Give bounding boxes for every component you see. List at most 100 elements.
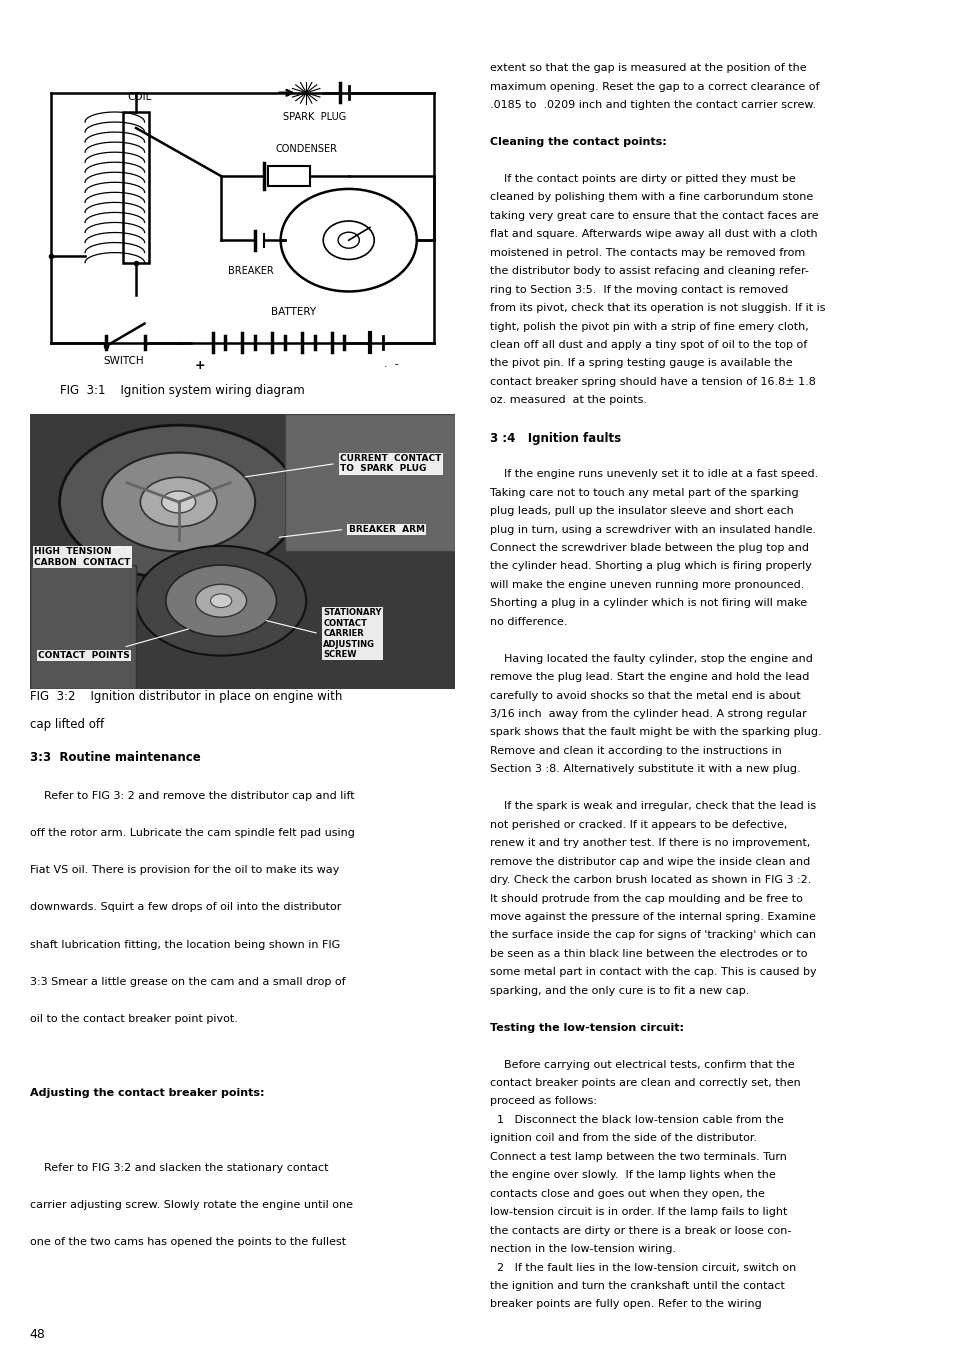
Text: BREAKER  ARM: BREAKER ARM [348, 526, 424, 534]
Text: moistened in petrol. The contacts may be removed from: moistened in petrol. The contacts may be… [490, 247, 804, 258]
Text: STATIONARY
CONTACT
CARRIER
ADJUSTING
SCREW: STATIONARY CONTACT CARRIER ADJUSTING SCR… [324, 608, 382, 659]
Bar [123, 111, 149, 262]
Text: the surface inside the cap for signs of 'tracking' which can: the surface inside the cap for signs of … [490, 930, 816, 941]
Text: nection in the low-tension wiring.: nection in the low-tension wiring. [490, 1244, 676, 1253]
Text: contact breaker spring should have a tension of 16.8± 1.8: contact breaker spring should have a ten… [490, 378, 815, 387]
Text: carrier adjusting screw. Slowly rotate the engine until one: carrier adjusting screw. Slowly rotate t… [30, 1200, 352, 1210]
Text: dry. Check the carbon brush located as shown in FIG 3 :2.: dry. Check the carbon brush located as s… [490, 875, 811, 885]
Text: proceed as follows:: proceed as follows: [490, 1096, 596, 1107]
Text: renew it and try another test. If there is no improvement,: renew it and try another test. If there … [490, 838, 810, 849]
Text: the ignition and turn the crankshaft until the contact: the ignition and turn the crankshaft unt… [490, 1281, 784, 1291]
Text: Before carrying out electrical tests, confirm that the: Before carrying out electrical tests, co… [490, 1059, 794, 1070]
Text: taking very great care to ensure that the contact faces are: taking very great care to ensure that th… [490, 210, 818, 221]
Bar [30, 565, 136, 689]
Text: Adjusting the contact breaker points:: Adjusting the contact breaker points: [30, 1088, 264, 1099]
Circle shape [60, 425, 298, 579]
Text: plug in turn, using a screwdriver with an insulated handle.: plug in turn, using a screwdriver with a… [490, 524, 816, 535]
Text: plug leads, pull up the insulator sleeve and short each: plug leads, pull up the insulator sleeve… [490, 507, 793, 516]
Text: the cylinder head. Shorting a plug which is firing properly: the cylinder head. Shorting a plug which… [490, 561, 811, 572]
Text: not perished or cracked. If it appears to be defective,: not perished or cracked. If it appears t… [490, 820, 787, 830]
Text: Testing the low-tension circuit:: Testing the low-tension circuit: [490, 1023, 684, 1032]
Text: HIGH  TENSION
CARBON  CONTACT: HIGH TENSION CARBON CONTACT [34, 547, 131, 566]
Text: SWITCH: SWITCH [103, 356, 144, 365]
Text: sparking, and the only cure is to fit a new cap.: sparking, and the only cure is to fit a … [490, 986, 749, 995]
Text: carefully to avoid shocks so that the metal end is about: carefully to avoid shocks so that the me… [490, 691, 801, 701]
Circle shape [210, 593, 231, 607]
Text: the pivot pin. If a spring testing gauge is available the: the pivot pin. If a spring testing gauge… [490, 359, 792, 368]
Text: from its pivot, check that its operation is not sluggish. If it is: from its pivot, check that its operation… [490, 303, 825, 314]
Text: remove the plug lead. Start the engine and hold the lead: remove the plug lead. Start the engine a… [490, 672, 809, 682]
Text: the distributor body to assist refacing and cleaning refer-: the distributor body to assist refacing … [490, 266, 808, 276]
Circle shape [196, 584, 247, 617]
Text: extent so that the gap is measured at the position of the: extent so that the gap is measured at th… [490, 64, 806, 73]
Text: be seen as a thin black line between the electrodes or to: be seen as a thin black line between the… [490, 949, 807, 959]
Text: oz. measured  at the points.: oz. measured at the points. [490, 395, 647, 406]
Text: 48: 48 [30, 1328, 46, 1340]
Text: Shorting a plug in a cylinder which is not firing will make: Shorting a plug in a cylinder which is n… [490, 599, 806, 608]
Circle shape [102, 452, 255, 551]
Text: breaker points are fully open. Refer to the wiring: breaker points are fully open. Refer to … [490, 1300, 761, 1309]
Text: CONDENSER: CONDENSER [276, 144, 337, 153]
Text: www.carmanualsonline.info: www.carmanualsonline.info [394, 1329, 566, 1339]
Text: move against the pressure of the internal spring. Examine: move against the pressure of the interna… [490, 913, 815, 922]
Text: COIL: COIL [128, 92, 152, 102]
Text: spark shows that the fault might be with the sparking plug.: spark shows that the fault might be with… [490, 728, 821, 737]
Text: CONTACT  POINTS: CONTACT POINTS [38, 650, 130, 660]
Text: low-tension circuit is in order. If the lamp fails to light: low-tension circuit is in order. If the … [490, 1207, 787, 1217]
Text: no difference.: no difference. [490, 617, 567, 627]
Text: If the spark is weak and irregular, check that the lead is: If the spark is weak and irregular, chec… [490, 801, 816, 811]
Text: shaft lubrication fitting, the location being shown in FIG: shaft lubrication fitting, the location … [30, 940, 340, 949]
Text: 1   Disconnect the black low-tension cable from the: 1 Disconnect the black low-tension cable… [490, 1115, 783, 1124]
Bar [285, 414, 455, 551]
Text: tight, polish the pivot pin with a strip of fine emery cloth,: tight, polish the pivot pin with a strip… [490, 322, 808, 331]
Text: FIG  3:1    Ignition system wiring diagram: FIG 3:1 Ignition system wiring diagram [60, 384, 304, 397]
Text: Fiat VS oil. There is provision for the oil to make its way: Fiat VS oil. There is provision for the … [30, 865, 339, 875]
Text: Connect the screwdriver blade between the plug top and: Connect the screwdriver blade between th… [490, 543, 808, 553]
Text: If the engine runs unevenly set it to idle at a fast speed.: If the engine runs unevenly set it to id… [490, 469, 818, 479]
Text: oil to the contact breaker point pivot.: oil to the contact breaker point pivot. [30, 1014, 238, 1024]
Text: will make the engine uneven running more pronounced.: will make the engine uneven running more… [490, 580, 804, 589]
Text: Remove and clean it according to the instructions in: Remove and clean it according to the ins… [490, 746, 781, 756]
Text: clean off all dust and apply a tiny spot of oil to the top of: clean off all dust and apply a tiny spot… [490, 340, 806, 350]
Text: Cleaning the contact points:: Cleaning the contact points: [490, 137, 666, 147]
Text: Connect a test lamp between the two terminals. Turn: Connect a test lamp between the two term… [490, 1152, 786, 1162]
Text: Section 3 :8. Alternatively substitute it with a new plug.: Section 3 :8. Alternatively substitute i… [490, 765, 801, 774]
Text: the contacts are dirty or there is a break or loose con-: the contacts are dirty or there is a bre… [490, 1226, 791, 1236]
Text: one of the two cams has opened the points to the fullest: one of the two cams has opened the point… [30, 1237, 346, 1247]
Bar [268, 167, 310, 186]
Text: +: + [195, 359, 205, 372]
Circle shape [161, 492, 196, 513]
Text: 3 :4   Ignition faults: 3 :4 Ignition faults [490, 432, 621, 445]
Text: some metal part in contact with the cap. This is caused by: some metal part in contact with the cap.… [490, 967, 816, 978]
Text: BATTERY: BATTERY [271, 307, 316, 318]
Text: 3/16 inch  away from the cylinder head. A strong regular: 3/16 inch away from the cylinder head. A… [490, 709, 806, 718]
Text: .0185 to  .0209 inch and tighten the contact carrier screw.: .0185 to .0209 inch and tighten the cont… [490, 100, 816, 110]
Text: downwards. Squirt a few drops of oil into the distributor: downwards. Squirt a few drops of oil int… [30, 903, 341, 913]
Text: SPARK  PLUG: SPARK PLUG [283, 111, 347, 122]
Text: contact breaker points are clean and correctly set, then: contact breaker points are clean and cor… [490, 1078, 801, 1088]
Text: It should protrude from the cap moulding and be free to: It should protrude from the cap moulding… [490, 894, 803, 903]
Circle shape [136, 546, 306, 656]
Text: FIG  3:2    Ignition distributor in place on engine with: FIG 3:2 Ignition distributor in place on… [30, 690, 342, 703]
Text: cleaned by polishing them with a fine carborundum stone: cleaned by polishing them with a fine ca… [490, 193, 813, 202]
Text: off the rotor arm. Lubricate the cam spindle felt pad using: off the rotor arm. Lubricate the cam spi… [30, 828, 354, 838]
Text: the engine over slowly.  If the lamp lights when the: the engine over slowly. If the lamp ligh… [490, 1171, 776, 1180]
Text: If the contact points are dirty or pitted they must be: If the contact points are dirty or pitte… [490, 174, 795, 183]
Text: Refer to FIG 3:2 and slacken the stationary contact: Refer to FIG 3:2 and slacken the station… [30, 1162, 328, 1173]
Text: contacts close and goes out when they open, the: contacts close and goes out when they op… [490, 1188, 764, 1199]
Text: .  -: . - [384, 359, 398, 369]
Text: ignition coil and from the side of the distributor.: ignition coil and from the side of the d… [490, 1134, 756, 1143]
Text: 3:3  Routine maintenance: 3:3 Routine maintenance [30, 751, 201, 765]
Text: maximum opening. Reset the gap to a correct clearance of: maximum opening. Reset the gap to a corr… [490, 81, 819, 92]
Text: BREAKER: BREAKER [228, 266, 274, 276]
Text: cap lifted off: cap lifted off [30, 717, 104, 731]
Text: 3:3 Smear a little grease on the cam and a small drop of: 3:3 Smear a little grease on the cam and… [30, 976, 346, 987]
Text: Refer to FIG 3: 2 and remove the distributor cap and lift: Refer to FIG 3: 2 and remove the distrib… [30, 790, 354, 801]
Text: Taking care not to touch any metal part of the sparking: Taking care not to touch any metal part … [490, 488, 798, 497]
Text: CURRENT  CONTACT
TO  SPARK  PLUG: CURRENT CONTACT TO SPARK PLUG [340, 454, 442, 474]
Text: ring to Section 3:5.  If the moving contact is removed: ring to Section 3:5. If the moving conta… [490, 285, 788, 295]
Circle shape [140, 477, 217, 527]
Text: Having located the faulty cylinder, stop the engine and: Having located the faulty cylinder, stop… [490, 653, 812, 664]
Text: remove the distributor cap and wipe the inside clean and: remove the distributor cap and wipe the … [490, 857, 810, 866]
Text: flat and square. Afterwards wipe away all dust with a cloth: flat and square. Afterwards wipe away al… [490, 230, 817, 239]
